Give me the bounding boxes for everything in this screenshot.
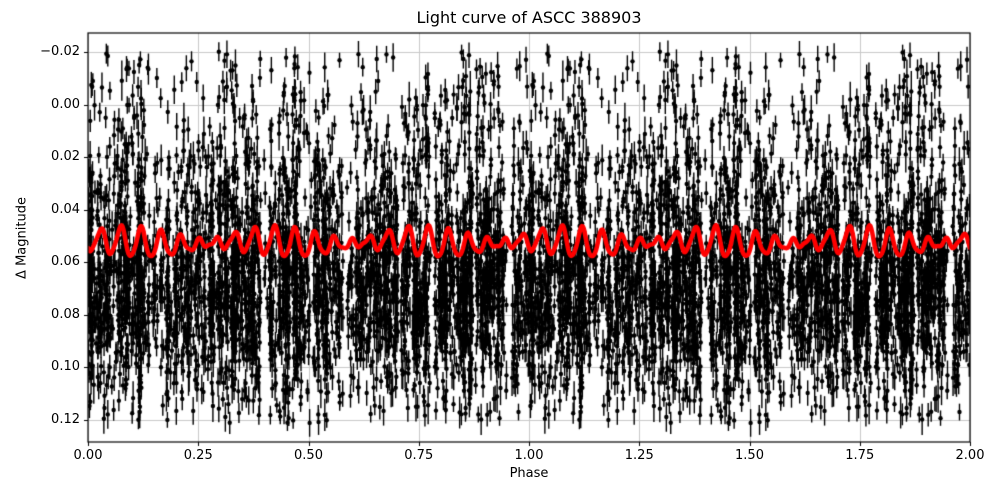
x-tick-label: 0.25 [183,448,213,463]
x-tick-label: 1.00 [514,448,544,463]
chart-title: Light curve of ASCC 388903 [416,8,642,27]
y-tick-label: −0.02 [40,44,80,60]
x-tick-label: 2.00 [955,448,985,463]
y-tick-label: 0.12 [51,411,80,427]
x-tick-label: 1.50 [735,448,764,463]
x-tick-label: 1.75 [845,448,875,463]
y-tick-label: 0.08 [51,306,80,322]
x-tick-label: 1.25 [624,448,654,463]
x-tick-label: 0.00 [73,448,103,463]
y-tick-label: 0.02 [51,149,80,165]
y-tick-label: 0.00 [51,96,80,112]
x-tick-label: 0.75 [404,448,434,463]
y-tick-label: 0.10 [51,359,80,375]
y-tick-label: 0.06 [51,254,80,270]
x-tick-label: 0.50 [294,448,323,463]
x-axis-label: Phase [509,466,549,481]
y-tick-label: 0.04 [51,201,80,217]
